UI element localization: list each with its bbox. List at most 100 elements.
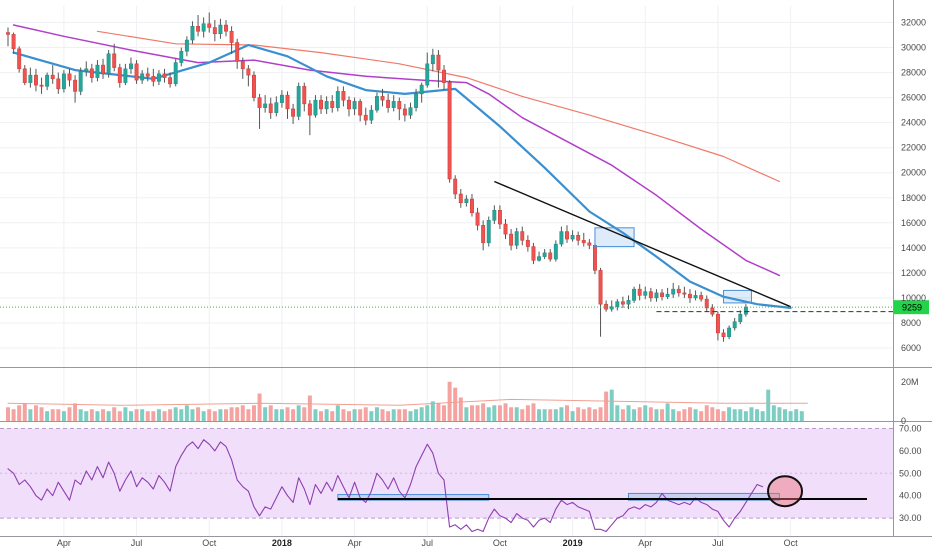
volume-bar[interactable] bbox=[89, 409, 94, 421]
candle-body[interactable] bbox=[84, 68, 89, 72]
candle-body[interactable] bbox=[240, 61, 245, 70]
candle-body[interactable] bbox=[520, 231, 525, 241]
candle-body[interactable] bbox=[285, 94, 290, 110]
candle-body[interactable] bbox=[604, 303, 609, 310]
volume-bar[interactable] bbox=[123, 407, 128, 421]
candle-body[interactable] bbox=[704, 298, 709, 309]
candle-body[interactable] bbox=[492, 210, 497, 221]
volume-bar[interactable] bbox=[33, 405, 38, 421]
volume-bar[interactable] bbox=[302, 407, 307, 421]
volume-bar[interactable] bbox=[402, 409, 407, 421]
volume-bar[interactable] bbox=[503, 403, 508, 421]
volume-bar[interactable] bbox=[788, 411, 793, 421]
candle-body[interactable] bbox=[201, 23, 206, 32]
candle-body[interactable] bbox=[330, 101, 335, 108]
volume-bar[interactable] bbox=[251, 405, 256, 421]
volume-bar[interactable] bbox=[307, 395, 312, 422]
volume-bar[interactable] bbox=[486, 407, 491, 421]
volume-bar[interactable] bbox=[514, 407, 519, 421]
volume-bar[interactable] bbox=[369, 411, 374, 421]
volume-bar[interactable] bbox=[11, 409, 16, 421]
volume-bar[interactable] bbox=[587, 407, 592, 421]
candle-body[interactable] bbox=[475, 212, 480, 226]
candle-body[interactable] bbox=[45, 74, 50, 87]
candle-body[interactable] bbox=[324, 101, 329, 110]
candle-body[interactable] bbox=[123, 68, 128, 83]
volume-bar[interactable] bbox=[548, 409, 553, 421]
candle-body[interactable] bbox=[559, 231, 564, 245]
volume-bar[interactable] bbox=[542, 409, 547, 421]
trend-line[interactable] bbox=[494, 180, 791, 308]
volume-bar[interactable] bbox=[715, 409, 720, 421]
volume-bar[interactable] bbox=[699, 411, 704, 421]
volume-bar[interactable] bbox=[676, 411, 681, 421]
candle-body[interactable] bbox=[268, 103, 273, 113]
volume-bar[interactable] bbox=[687, 407, 692, 421]
volume-bar[interactable] bbox=[73, 403, 78, 421]
volume-bar[interactable] bbox=[592, 409, 597, 421]
volume-bar[interactable] bbox=[56, 409, 61, 421]
candle-body[interactable] bbox=[117, 67, 122, 83]
candle-body[interactable] bbox=[335, 91, 340, 108]
candle-body[interactable] bbox=[481, 225, 486, 244]
candle-body[interactable] bbox=[78, 71, 83, 92]
candle-body[interactable] bbox=[168, 77, 173, 85]
candle-body[interactable] bbox=[369, 109, 374, 121]
candle-body[interactable] bbox=[207, 23, 212, 28]
candle-body[interactable] bbox=[727, 327, 732, 337]
volume-bar[interactable] bbox=[693, 409, 698, 421]
candle-body[interactable] bbox=[732, 321, 737, 329]
volume-bar[interactable] bbox=[732, 409, 737, 421]
volume-bar[interactable] bbox=[391, 409, 396, 421]
candle-body[interactable] bbox=[252, 74, 256, 98]
volume-bar[interactable] bbox=[235, 407, 240, 421]
volume-bar[interactable] bbox=[106, 411, 111, 421]
volume-bar[interactable] bbox=[447, 381, 452, 421]
candle-body[interactable] bbox=[408, 107, 413, 116]
highlight-box[interactable] bbox=[594, 227, 635, 248]
volume-panel[interactable] bbox=[6, 381, 808, 422]
volume-bar[interactable] bbox=[648, 407, 653, 421]
candle-body[interactable] bbox=[386, 99, 391, 108]
volume-bar[interactable] bbox=[509, 407, 514, 421]
candle-body[interactable] bbox=[565, 231, 569, 240]
candle-body[interactable] bbox=[414, 93, 419, 108]
volume-bar[interactable] bbox=[442, 405, 447, 421]
candle-body[interactable] bbox=[738, 313, 743, 322]
volume-bar[interactable] bbox=[78, 409, 83, 421]
highlight-box[interactable] bbox=[723, 289, 752, 304]
volume-bar[interactable] bbox=[201, 411, 206, 421]
volume-bar[interactable] bbox=[553, 409, 558, 421]
candle-body[interactable] bbox=[358, 101, 363, 116]
candle-body[interactable] bbox=[106, 53, 111, 75]
volume-bar[interactable] bbox=[28, 409, 33, 421]
volume-bar[interactable] bbox=[531, 403, 536, 421]
candle-body[interactable] bbox=[693, 295, 698, 299]
volume-bar[interactable] bbox=[151, 411, 156, 421]
volume-bar[interactable] bbox=[738, 409, 743, 421]
volume-bar[interactable] bbox=[598, 407, 603, 421]
volume-bar[interactable] bbox=[604, 391, 609, 421]
volume-bar[interactable] bbox=[799, 411, 804, 421]
candle-body[interactable] bbox=[89, 68, 94, 78]
volume-bar[interactable] bbox=[263, 407, 268, 421]
volume-bar[interactable] bbox=[783, 409, 788, 421]
candle-body[interactable] bbox=[347, 99, 351, 110]
volume-bar[interactable] bbox=[67, 407, 72, 421]
candle-body[interactable] bbox=[676, 288, 681, 294]
volume-bar[interactable] bbox=[291, 409, 296, 421]
candle-body[interactable] bbox=[156, 73, 161, 82]
candle-body[interactable] bbox=[458, 193, 463, 204]
candle-body[interactable] bbox=[509, 233, 514, 246]
volume-bar[interactable] bbox=[17, 405, 22, 421]
candle-body[interactable] bbox=[134, 63, 139, 81]
volume-bar[interactable] bbox=[559, 407, 564, 421]
volume-bar[interactable] bbox=[145, 411, 150, 421]
candle-body[interactable] bbox=[626, 300, 631, 305]
candle-body[interactable] bbox=[715, 313, 720, 334]
candle-body[interactable] bbox=[609, 306, 614, 310]
volume-bar[interactable] bbox=[341, 409, 346, 421]
volume-bar[interactable] bbox=[643, 405, 648, 421]
volume-bar[interactable] bbox=[525, 405, 530, 421]
candle-body[interactable] bbox=[497, 210, 502, 225]
